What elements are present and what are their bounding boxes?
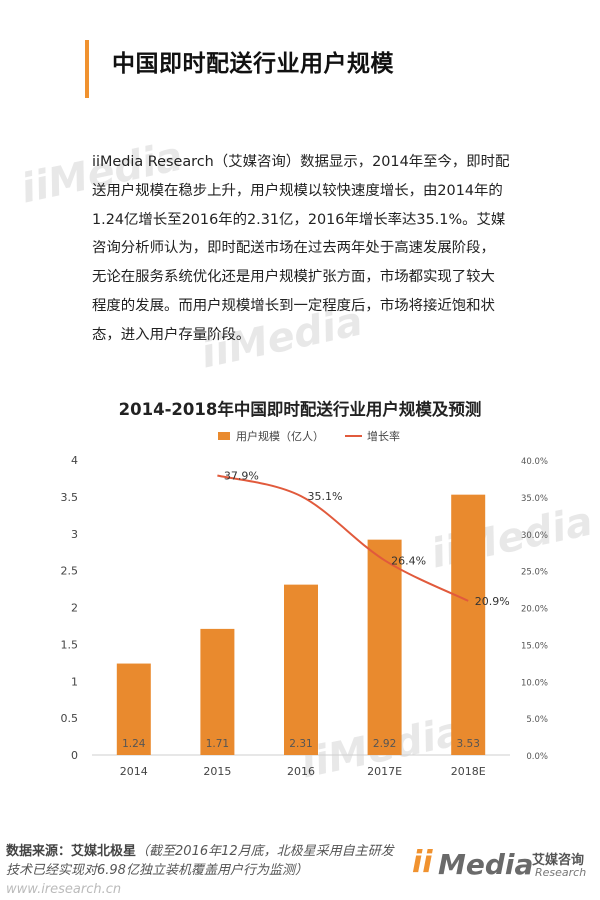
bar-value-label: 2.31 <box>289 738 312 750</box>
bar <box>284 584 318 755</box>
x-tick-label: 2018E <box>451 765 486 778</box>
source-note: （截至2016年12月底，北极星采用自主研发技术已经实现对6.98亿独立装机覆盖… <box>6 844 394 878</box>
page-title: 中国即时配送行业用户规模 <box>112 51 394 77</box>
logo-en-text: Research <box>535 866 587 879</box>
paragraph-line: 态，进入用户存量阶段。 <box>92 326 251 343</box>
paragraph-line: 程度的发展。而用户规模增长到一定程度后，市场将接近饱和状 <box>92 297 495 314</box>
bar <box>200 628 235 755</box>
logo-media-text: Media <box>438 848 534 881</box>
bar-value-label: 3.53 <box>457 738 480 750</box>
growth-rate-label: 37.9% <box>224 469 259 482</box>
chart-title: 2014-2018年中国即时配送行业用户规模及预测 <box>118 400 482 419</box>
y-tick-label: 4 <box>71 454 78 467</box>
source-url: www.iresearch.cn <box>6 882 122 897</box>
paragraph-line: iiMedia Research（艾媒咨询）数据显示，2014年至今，即时配 <box>92 154 510 170</box>
intro-paragraph: iiMedia Research（艾媒咨询）数据显示，2014年至今，即时配 送… <box>92 148 540 350</box>
y-tick-label: 2.5 <box>61 565 79 578</box>
title-accent-bar <box>85 40 89 98</box>
y-tick-label: 1 <box>71 675 78 688</box>
x-tick-label: 2016 <box>287 765 315 778</box>
bar <box>367 539 402 755</box>
y-right-tick-label: 30.0% <box>521 531 548 541</box>
bar <box>116 663 151 755</box>
bar-value-label: 1.24 <box>122 738 146 750</box>
y-tick-label: 1.5 <box>61 638 79 651</box>
y-tick-label: 2 <box>71 602 78 615</box>
user-scale-chart: 用户规模（亿人） 增长率00.511.522.533.540.0%5.0%10.0… <box>61 429 549 778</box>
y-right-tick-label: 40.0% <box>521 457 548 467</box>
legend-label-bar: 用户规模（亿人） <box>236 429 324 443</box>
y-right-tick-label: 35.0% <box>521 494 548 504</box>
y-right-tick-label: 5.0% <box>526 715 548 725</box>
y-right-tick-label: 15.0% <box>521 641 548 651</box>
y-right-tick-label: 25.0% <box>521 568 548 578</box>
bar-value-label: 1.71 <box>206 738 229 750</box>
y-tick-label: 0.5 <box>61 712 79 725</box>
x-tick-label: 2017E <box>367 765 402 778</box>
y-tick-label: 3 <box>71 528 78 541</box>
source-name: 艾媒北极星 <box>71 844 137 859</box>
y-tick-label: 3.5 <box>61 491 79 504</box>
legend-swatch-bar <box>218 432 230 440</box>
logo-ii-mark: ii <box>412 845 433 880</box>
source-label: 数据来源： <box>6 844 72 859</box>
y-tick-label: 0 <box>71 749 78 762</box>
growth-rate-line <box>217 474 469 602</box>
legend-label-line: 增长率 <box>367 429 400 443</box>
paragraph-line: 咨询分析师认为，即时配送市场在过去两年处于高速发展阶段， <box>92 240 495 257</box>
growth-rate-label: 26.4% <box>391 554 426 567</box>
y-right-tick-label: 20.0% <box>521 605 548 615</box>
data-source: 数据来源：艾媒北极星（截至2016年12月底，北极星采用自主研发技术已经实现对6… <box>6 842 406 899</box>
x-tick-label: 2015 <box>203 765 231 778</box>
growth-rate-label: 20.9% <box>475 595 510 608</box>
bar-value-label: 2.92 <box>373 738 396 750</box>
imedia-logo: ii Media 艾媒咨询 Research <box>412 845 592 885</box>
paragraph-line: 1.24亿增长至2016年的2.31亿，2016年增长率达35.1%。艾媒 <box>92 211 506 228</box>
bar <box>451 494 486 755</box>
paragraph-line: 无论在服务系统优化还是用户规模扩张方面，市场都实现了较大 <box>92 269 495 286</box>
y-right-tick-label: 0.0% <box>526 752 548 762</box>
logo-cn-text: 艾媒咨询 <box>532 853 585 868</box>
paragraph-line: 送用户规模在稳步上升，用户规模以较快速度增长，由2014年的 <box>92 182 503 199</box>
y-right-tick-label: 10.0% <box>521 678 548 688</box>
x-tick-label: 2014 <box>120 765 148 778</box>
growth-rate-label: 35.1% <box>308 490 343 503</box>
